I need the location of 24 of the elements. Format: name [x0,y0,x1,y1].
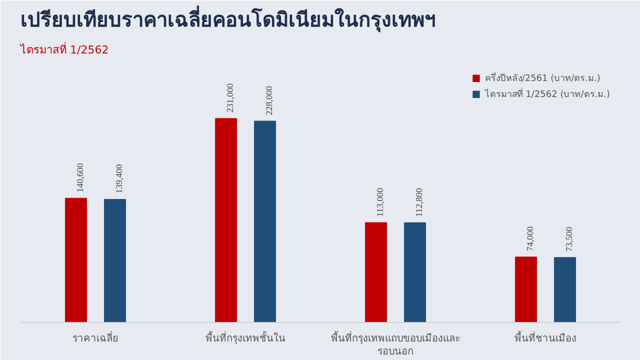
x-tick-label: ราคาเฉลี่ย [72,330,118,344]
x-tick-label: พื้นที่ชานเมือง [514,330,576,344]
x-tick-label: พื้นที่กรุงเทพชั้นใน [206,330,286,344]
legend-label: ไตรมาสที่ 1/2562 (บาท/ตร.ม.) [484,87,610,101]
data-label: 112,800 [414,188,424,217]
chart-title: เปรียบเทียบราคาเฉลี่ยคอนโดมิเนียมในกรุงเทพฯ [20,4,436,32]
data-label: 140,600 [75,162,85,192]
legend-label: ครึ่งปีหลัง/2561 (บาท/ตร.ม.) [484,71,600,85]
data-label: 73,500 [564,226,574,252]
data-label: 113,000 [375,187,385,217]
bar [365,222,387,322]
data-label: 74,000 [525,226,535,252]
data-label: 139,400 [114,164,124,194]
data-label: 228,000 [264,85,274,116]
data-label: 231,000 [225,82,235,113]
bar [215,118,237,322]
x-tick-label: พื้นที่กรุงเทพแถบขอบเมืองและรอบนอก [331,330,460,358]
bar [254,120,276,322]
bar [515,256,537,322]
bar [554,257,576,322]
chart-subtitle: ไตรมาสที่ 1/2562 [20,42,109,56]
bar [104,198,126,322]
bar [404,222,426,322]
bar [65,198,87,322]
